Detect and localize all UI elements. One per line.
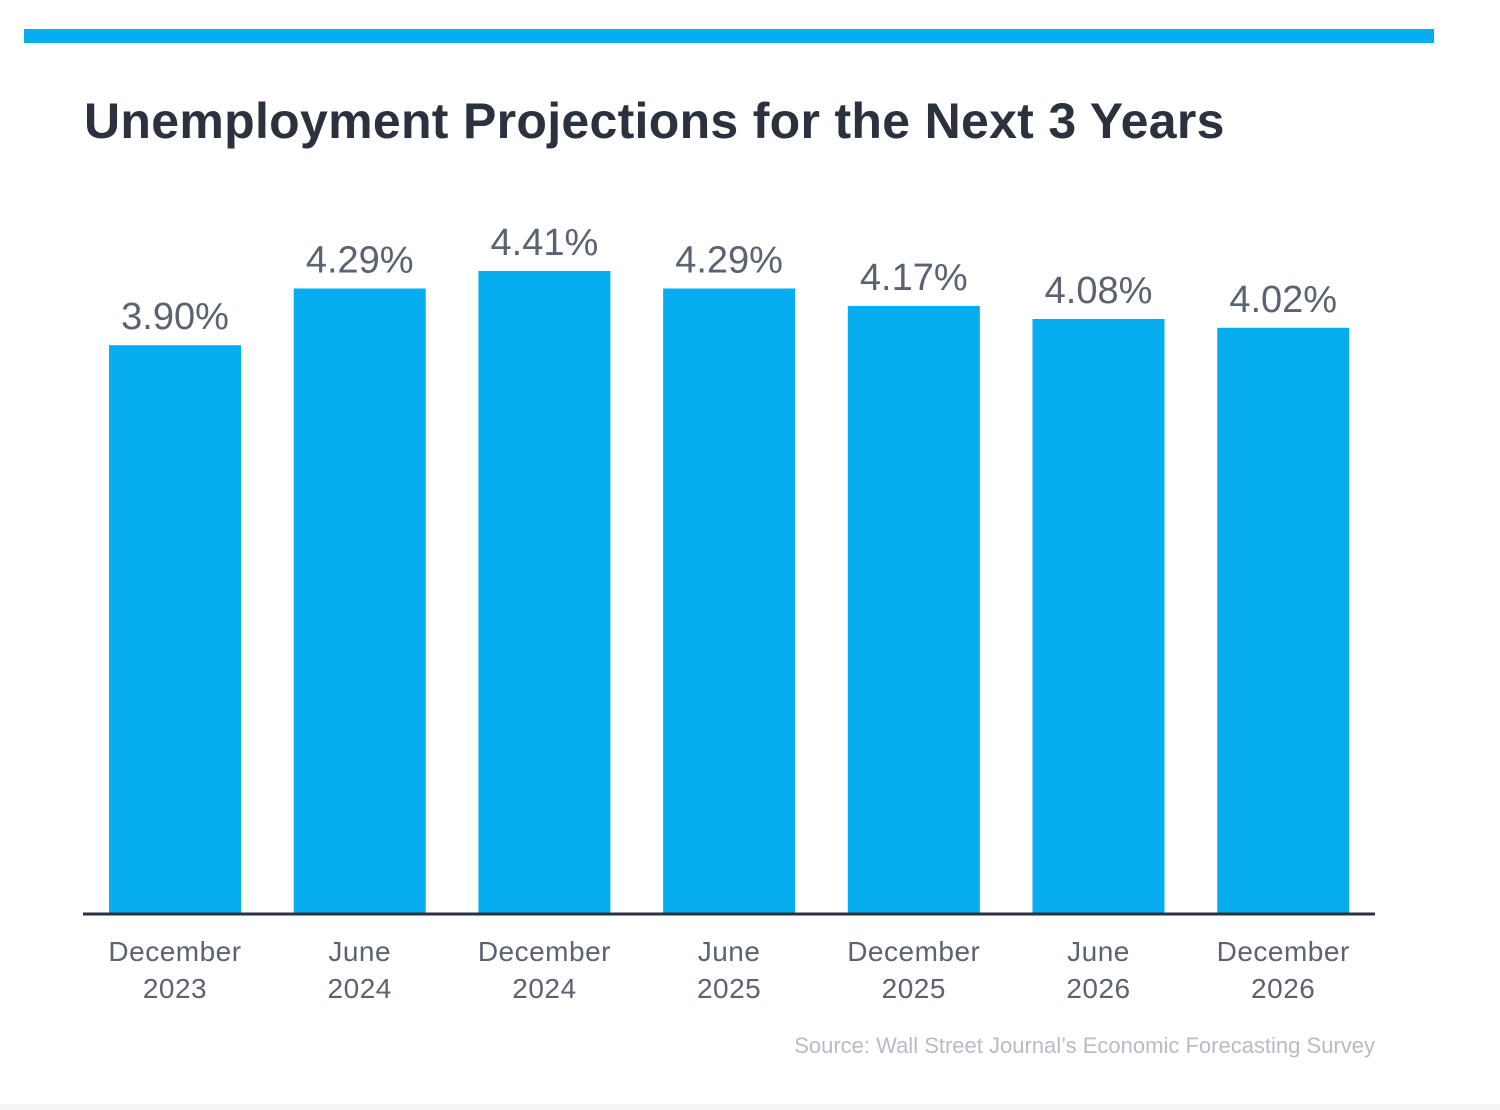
bar-5 [1032, 319, 1165, 913]
chart-title: Unemployment Projections for the Next 3 … [84, 93, 1225, 149]
bar-2 [478, 271, 611, 913]
category-label-6-line-1: 2026 [1251, 973, 1315, 1004]
bar-3 [663, 288, 796, 913]
category-label-2-line-1: 2024 [512, 973, 576, 1004]
value-label-4: 4.17% [860, 257, 968, 299]
bar-4 [847, 305, 980, 913]
category-label-5-line-1: 2026 [1066, 973, 1130, 1004]
value-label-5: 4.08% [1045, 270, 1153, 312]
value-label-3: 4.29% [675, 240, 783, 282]
value-label-2: 4.41% [491, 222, 599, 264]
value-label-1: 4.29% [306, 240, 414, 282]
bar-6 [1217, 327, 1350, 913]
category-label-0-line-0: December [108, 936, 241, 967]
category-label-2-line-0: December [478, 936, 611, 967]
top-accent-bar [24, 29, 1434, 43]
source-note: Source: Wall Street Journal’s Economic F… [794, 1033, 1375, 1058]
value-label-6: 4.02% [1229, 279, 1337, 321]
category-label-5-line-0: June [1067, 936, 1130, 967]
category-label-6-line-0: December [1217, 936, 1350, 967]
category-label-4-line-0: December [847, 936, 980, 967]
category-label-1-line-0: June [328, 936, 391, 967]
category-label-0-line-1: 2023 [143, 973, 207, 1004]
category-label-1-line-1: 2024 [328, 973, 392, 1004]
value-label-0: 3.90% [121, 296, 229, 338]
bar-1 [293, 288, 426, 913]
page-bottom-edge [0, 1104, 1500, 1110]
category-label-3-line-1: 2025 [697, 973, 761, 1004]
category-label-3-line-0: June [698, 936, 761, 967]
category-label-4-line-1: 2025 [882, 973, 946, 1004]
bar-0 [109, 345, 241, 913]
